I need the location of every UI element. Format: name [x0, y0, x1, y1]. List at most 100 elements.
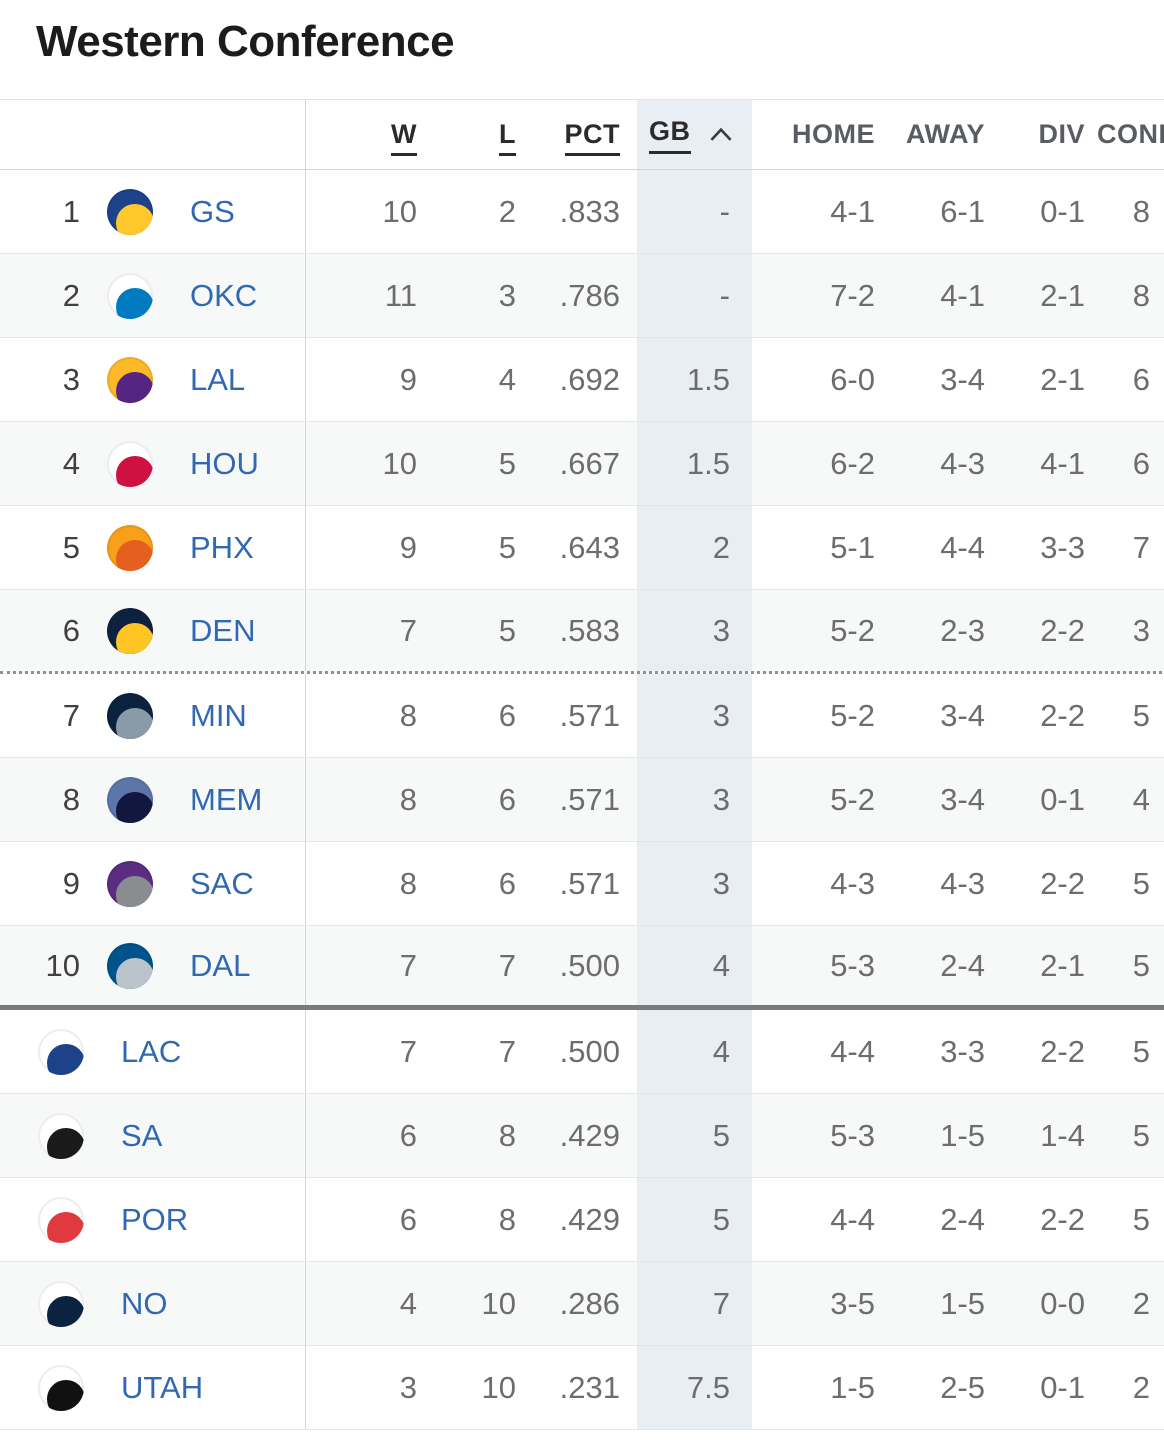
wins-cell: 10 [382, 193, 417, 229]
clippers-logo [38, 1028, 84, 1075]
team-link-sac[interactable]: SAC [107, 860, 254, 907]
seed-rank: 9 [62, 865, 80, 901]
wins-cell: 10 [382, 445, 417, 481]
losses-cell: 5 [498, 445, 516, 481]
games-back-cell: - [637, 170, 752, 253]
home-record-cell: 7-2 [830, 277, 875, 313]
home-record-cell: 5-3 [830, 947, 875, 983]
pelicans-logo [38, 1280, 84, 1327]
column-header-pct[interactable]: PCT [516, 119, 620, 156]
pct-cell: .583 [559, 612, 620, 648]
standings-row: POR 6 8 .429 5 4-4 2-4 2-2 5 [0, 1178, 1164, 1262]
home-record-cell: 4-3 [830, 865, 875, 901]
column-header-away[interactable]: AWAY [905, 119, 985, 149]
team-link-gs[interactable]: GS [107, 188, 235, 235]
team-cell: 7 MIN [0, 674, 306, 757]
column-header-division[interactable]: DIV [1038, 119, 1085, 149]
team-link-den[interactable]: DEN [107, 607, 256, 654]
away-record-cell: 2-3 [940, 612, 985, 648]
home-record-cell: 4-1 [830, 193, 875, 229]
division-record-cell: 0-1 [1040, 1369, 1085, 1405]
team-link-okc[interactable]: OKC [107, 272, 258, 319]
team-link-lac[interactable]: LAC [38, 1028, 181, 1075]
losses-cell: 8 [498, 1117, 516, 1153]
conference-record-cell: 5 [1132, 1033, 1150, 1069]
team-link-sa[interactable]: SA [38, 1112, 162, 1159]
standings-row: 2 OKC 11 3 .786 - 7-2 4-1 2-1 8 [0, 254, 1164, 338]
losses-cell: 3 [498, 277, 516, 313]
away-record-cell: 2-4 [940, 1201, 985, 1237]
team-link-utah[interactable]: UTAH [38, 1364, 203, 1411]
nuggets-logo [107, 607, 153, 654]
losses-cell: 7 [498, 1033, 516, 1069]
standings-row: 10 DAL 7 7 .500 4 5-3 2-4 2-1 5 [0, 926, 1164, 1010]
team-abbreviation: DAL [190, 947, 251, 983]
games-back-cell: 4 [637, 1010, 752, 1093]
games-back-cell: 3 [637, 590, 752, 671]
standings-row: 5 PHX 9 5 .643 2 5-1 4-4 3-3 7 [0, 506, 1164, 590]
wins-cell: 7 [399, 947, 417, 983]
team-cell: 8 MEM [0, 758, 306, 841]
team-link-hou[interactable]: HOU [107, 440, 259, 487]
team-abbreviation: OKC [190, 277, 258, 313]
team-link-min[interactable]: MIN [107, 692, 247, 739]
team-link-lal[interactable]: LAL [107, 356, 245, 403]
seed-rank: 8 [62, 781, 80, 817]
conference-record-cell: 5 [1132, 947, 1150, 983]
conference-record-cell: 8 [1132, 193, 1150, 229]
division-record-cell: 1-4 [1040, 1117, 1085, 1153]
standings-row: 1 GS 10 2 .833 - 4-1 6-1 0-1 8 [0, 170, 1164, 254]
games-back-cell: 1.5 [637, 338, 752, 421]
team-link-mem[interactable]: MEM [107, 776, 263, 823]
standings-row: SA 6 8 .429 5 5-3 1-5 1-4 5 [0, 1094, 1164, 1178]
pct-cell: .571 [559, 781, 620, 817]
team-link-por[interactable]: POR [38, 1196, 188, 1243]
rockets-logo [107, 440, 153, 487]
division-record-cell: 0-0 [1040, 1285, 1085, 1321]
suns-logo [107, 524, 153, 571]
pct-cell: .833 [559, 193, 620, 229]
grizzlies-logo [107, 776, 153, 823]
column-header-conference[interactable]: CONF [1097, 119, 1164, 149]
division-record-cell: 2-1 [1040, 361, 1085, 397]
losses-cell: 6 [498, 697, 516, 733]
division-record-cell: 0-1 [1040, 193, 1085, 229]
pct-cell: .286 [559, 1285, 620, 1321]
losses-cell: 7 [498, 947, 516, 983]
conference-record-cell: 7 [1132, 529, 1150, 565]
team-link-dal[interactable]: DAL [107, 942, 251, 989]
team-cell: SA [0, 1094, 306, 1177]
column-header-games-back[interactable]: GB [637, 100, 752, 169]
wins-cell: 7 [399, 1033, 417, 1069]
home-record-cell: 6-0 [830, 361, 875, 397]
sort-ascending-icon[interactable] [709, 127, 733, 142]
wins-cell: 9 [399, 529, 417, 565]
team-abbreviation: MEM [190, 781, 263, 817]
home-record-cell: 5-2 [830, 781, 875, 817]
header-team-spacer [0, 100, 306, 169]
team-link-no[interactable]: NO [38, 1280, 168, 1327]
away-record-cell: 3-3 [940, 1033, 985, 1069]
games-back-cell: - [637, 254, 752, 337]
column-header-home[interactable]: HOME [792, 119, 875, 149]
standings-rows: 1 GS 10 2 .833 - 4-1 6-1 0-1 8 2 OKC 11 … [0, 170, 1164, 1430]
team-abbreviation: SAC [190, 865, 254, 901]
team-abbreviation: DEN [190, 612, 256, 648]
pct-cell: .692 [559, 361, 620, 397]
away-record-cell: 1-5 [940, 1117, 985, 1153]
division-record-cell: 2-1 [1040, 947, 1085, 983]
team-abbreviation: NO [121, 1285, 168, 1321]
standings-row: 6 DEN 7 5 .583 3 5-2 2-3 2-2 3 [0, 590, 1164, 674]
team-cell: 5 PHX [0, 506, 306, 589]
column-header-losses[interactable]: L [417, 119, 516, 156]
standings-row: 9 SAC 8 6 .571 3 4-3 4-3 2-2 5 [0, 842, 1164, 926]
conference-record-cell: 4 [1132, 781, 1150, 817]
team-link-phx[interactable]: PHX [107, 524, 254, 571]
team-abbreviation: PHX [190, 529, 254, 565]
division-record-cell: 0-1 [1040, 781, 1085, 817]
team-cell: 9 SAC [0, 842, 306, 925]
column-header-wins[interactable]: W [306, 119, 417, 156]
seed-rank: 10 [45, 947, 80, 983]
team-cell: NO [0, 1262, 306, 1345]
team-cell: LAC [0, 1010, 306, 1093]
